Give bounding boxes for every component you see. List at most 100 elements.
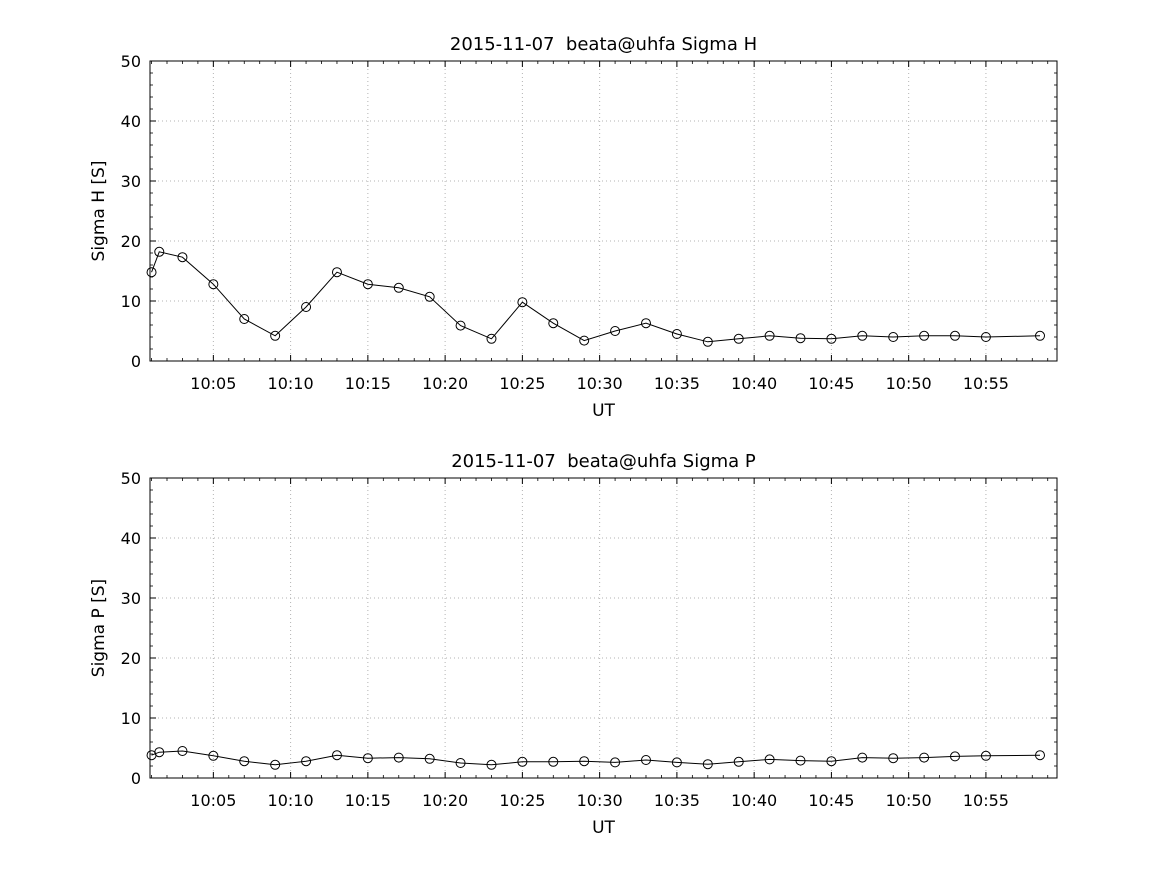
- data-point-marker: [919, 330, 930, 341]
- data-point-marker: [393, 282, 404, 293]
- data-point-marker: [301, 756, 312, 767]
- x-axis-label: UT: [592, 818, 615, 838]
- data-point-marker: [424, 291, 435, 302]
- y-tick-label: 30: [121, 172, 141, 191]
- data-point-marker: [826, 756, 837, 767]
- data-point-marker: [610, 757, 621, 768]
- y-axis-label: Sigma H [S]: [89, 161, 109, 262]
- x-tick-label: 10:55: [963, 791, 1009, 810]
- data-point-marker: [919, 752, 930, 763]
- series-line: [151, 251, 1041, 343]
- data-point-marker: [764, 330, 775, 341]
- x-tick-label: 10:35: [654, 791, 700, 810]
- x-tick-label: 10:30: [577, 791, 623, 810]
- y-tick-label: 50: [121, 469, 141, 488]
- y-tick-label: 50: [121, 52, 141, 71]
- data-point-marker: [733, 756, 744, 767]
- data-point-marker: [671, 329, 682, 339]
- data-point-marker: [857, 752, 868, 763]
- data-point-marker: [888, 753, 899, 764]
- data-point-marker: [239, 756, 250, 767]
- data-point-marker: [177, 252, 188, 263]
- data-point-marker: [362, 279, 373, 290]
- x-tick-label: 10:50: [886, 791, 932, 810]
- y-tick-label: 20: [121, 649, 141, 668]
- x-tick-label: 10:40: [731, 374, 777, 393]
- axes-box: [149, 60, 1058, 362]
- data-point-marker: [486, 333, 497, 344]
- data-point-marker: [640, 318, 651, 329]
- x-tick-label: 10:15: [345, 791, 391, 810]
- x-tick-label: 10:25: [499, 374, 545, 393]
- data-point-marker: [826, 333, 837, 344]
- x-tick-label: 10:35: [654, 374, 700, 393]
- data-point-marker: [146, 267, 157, 278]
- y-tick-label: 40: [121, 112, 141, 131]
- data-point-marker: [950, 330, 961, 341]
- x-tick-label: 10:45: [808, 791, 854, 810]
- axes-box: [149, 477, 1058, 779]
- data-point-marker: [270, 330, 281, 341]
- x-tick-label: 10:15: [345, 374, 391, 393]
- data-point-marker: [950, 751, 961, 762]
- data-point-marker: [1035, 330, 1046, 341]
- data-point-marker: [795, 333, 806, 344]
- data-point-marker: [393, 752, 404, 763]
- x-tick-label: 10:25: [499, 791, 545, 810]
- series-line: [151, 750, 1041, 766]
- x-tick-label: 10:30: [577, 374, 623, 393]
- data-point-marker: [702, 759, 713, 770]
- chart-title: 2015-11-07 beata@uhfa Sigma P: [451, 451, 756, 472]
- data-point-marker: [517, 756, 528, 767]
- x-tick-label: 10:50: [886, 374, 932, 393]
- data-point-marker: [579, 756, 590, 767]
- data-point-marker: [362, 753, 373, 764]
- data-point-marker: [795, 755, 806, 766]
- data-point-marker: [1035, 750, 1046, 761]
- data-point-marker: [301, 302, 312, 312]
- data-point-marker: [610, 326, 621, 336]
- x-tick-label: 10:10: [268, 374, 314, 393]
- data-point-marker: [517, 297, 528, 308]
- data-point-marker: [154, 246, 165, 257]
- y-tick-label: 0: [131, 352, 141, 371]
- data-point-marker: [486, 759, 497, 770]
- axes: 10:05 10:10 10:15 10:20 10:25 10:30 10:35 10:40…: [121, 469, 1058, 810]
- x-tick-label: 10:45: [808, 374, 854, 393]
- data-point-marker: [208, 279, 219, 290]
- data-point-marker: [270, 759, 281, 770]
- y-tick-label: 30: [121, 589, 141, 608]
- data-point-marker: [640, 755, 651, 765]
- y-tick-label: 40: [121, 529, 141, 548]
- x-tick-label: 10:20: [422, 791, 468, 810]
- x-tick-label: 10:55: [963, 374, 1009, 393]
- chart-title: 2015-11-07 beata@uhfa Sigma H: [449, 34, 758, 55]
- x-tick-label: 10:20: [422, 374, 468, 393]
- y-tick-label: 0: [131, 769, 141, 788]
- data-point-marker: [455, 758, 466, 768]
- x-tick-label: 10:05: [190, 374, 236, 393]
- y-tick-label: 10: [121, 292, 141, 311]
- data-point-marker: [208, 750, 219, 761]
- data-point-marker: [424, 753, 435, 764]
- plot-sigma-p: Sigma P [S] UT 10:05 10:10 10:15 10:20 10:25…: [89, 469, 1058, 838]
- data-point-marker: [177, 746, 188, 756]
- y-tick-label: 10: [121, 709, 141, 728]
- plot-sigma-h: Sigma H [S] UT 10:05 10:10 10:15 10:20 10:25…: [89, 52, 1058, 421]
- data-point-marker: [455, 320, 466, 331]
- data-point-marker: [331, 267, 342, 278]
- y-axis-label: Sigma P [S]: [89, 579, 109, 677]
- data-point-marker: [857, 330, 868, 341]
- data-point-marker: [702, 336, 713, 347]
- data-point-marker: [548, 318, 559, 329]
- x-axis-label: UT: [592, 401, 615, 421]
- data-point-marker: [733, 333, 744, 344]
- data-point-marker: [154, 747, 165, 758]
- x-tick-label: 10:10: [268, 791, 314, 810]
- data-point-marker: [888, 332, 899, 342]
- x-tick-label: 10:40: [731, 791, 777, 810]
- data-point-marker: [764, 754, 775, 765]
- data-point-marker: [331, 750, 342, 761]
- data-point-marker: [980, 332, 991, 342]
